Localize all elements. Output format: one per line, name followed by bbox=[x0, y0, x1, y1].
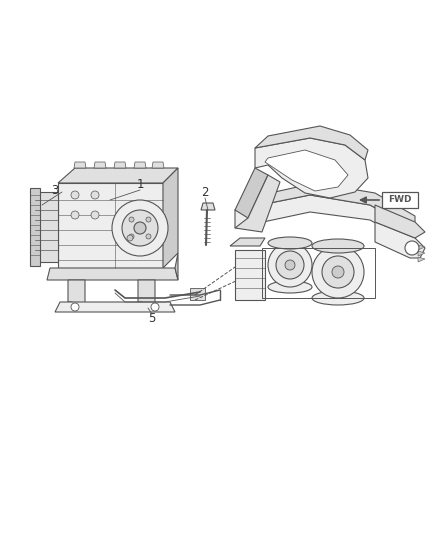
Polygon shape bbox=[175, 253, 178, 280]
Circle shape bbox=[112, 200, 168, 256]
Polygon shape bbox=[201, 203, 215, 210]
Text: FWD: FWD bbox=[388, 196, 412, 205]
Circle shape bbox=[276, 251, 304, 279]
Ellipse shape bbox=[312, 239, 364, 253]
Polygon shape bbox=[235, 250, 265, 300]
Circle shape bbox=[332, 266, 344, 278]
Polygon shape bbox=[190, 288, 205, 300]
Polygon shape bbox=[94, 162, 106, 168]
FancyBboxPatch shape bbox=[382, 192, 418, 208]
Ellipse shape bbox=[268, 237, 312, 249]
Text: 5: 5 bbox=[148, 311, 155, 325]
Circle shape bbox=[312, 246, 364, 298]
Polygon shape bbox=[235, 183, 415, 230]
Ellipse shape bbox=[268, 281, 312, 293]
Polygon shape bbox=[255, 126, 368, 160]
Circle shape bbox=[405, 241, 419, 255]
Polygon shape bbox=[255, 138, 368, 198]
Text: 3: 3 bbox=[51, 183, 59, 197]
Circle shape bbox=[122, 210, 158, 246]
Polygon shape bbox=[74, 162, 86, 168]
Polygon shape bbox=[55, 302, 175, 312]
Circle shape bbox=[91, 211, 99, 219]
Polygon shape bbox=[418, 251, 425, 256]
Circle shape bbox=[146, 234, 151, 239]
Circle shape bbox=[129, 234, 134, 239]
Polygon shape bbox=[418, 257, 425, 262]
Text: 2: 2 bbox=[201, 187, 209, 199]
Polygon shape bbox=[235, 195, 415, 245]
Polygon shape bbox=[235, 175, 280, 232]
Polygon shape bbox=[235, 168, 268, 218]
Polygon shape bbox=[375, 222, 425, 258]
Circle shape bbox=[71, 191, 79, 199]
Circle shape bbox=[151, 303, 159, 311]
Polygon shape bbox=[134, 162, 146, 168]
Circle shape bbox=[146, 217, 151, 222]
Polygon shape bbox=[418, 245, 425, 250]
Circle shape bbox=[322, 256, 354, 288]
Text: 1: 1 bbox=[136, 179, 144, 191]
Circle shape bbox=[268, 243, 312, 287]
Circle shape bbox=[71, 211, 79, 219]
Polygon shape bbox=[152, 162, 164, 168]
Polygon shape bbox=[230, 238, 265, 246]
Circle shape bbox=[129, 217, 134, 222]
Polygon shape bbox=[58, 168, 178, 183]
Polygon shape bbox=[58, 183, 163, 268]
Polygon shape bbox=[30, 188, 40, 266]
Circle shape bbox=[71, 303, 79, 311]
Circle shape bbox=[134, 222, 146, 234]
Polygon shape bbox=[47, 268, 178, 280]
Ellipse shape bbox=[312, 291, 364, 305]
Circle shape bbox=[285, 260, 295, 270]
Polygon shape bbox=[163, 168, 178, 268]
Polygon shape bbox=[265, 150, 348, 191]
Polygon shape bbox=[138, 280, 155, 308]
Circle shape bbox=[91, 191, 99, 199]
Polygon shape bbox=[375, 205, 425, 238]
Polygon shape bbox=[114, 162, 126, 168]
Polygon shape bbox=[35, 192, 58, 262]
Polygon shape bbox=[68, 280, 85, 308]
Circle shape bbox=[127, 235, 133, 241]
